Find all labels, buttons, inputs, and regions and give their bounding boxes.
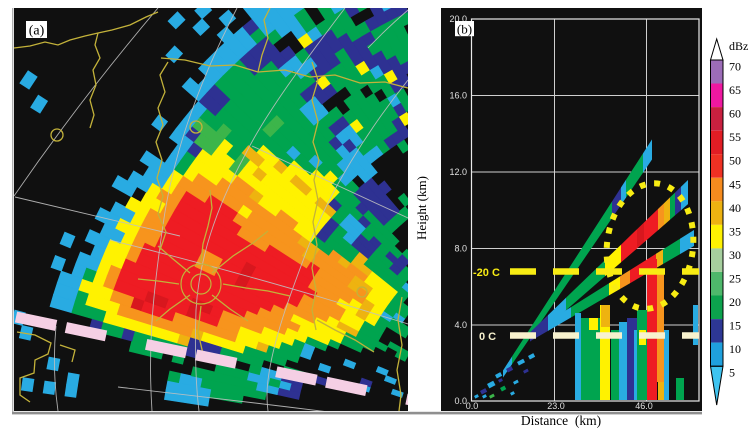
- svg-text:(a): (a): [29, 24, 45, 39]
- svg-text:70: 70: [729, 60, 741, 74]
- svg-text:(b): (b): [457, 22, 472, 37]
- svg-text:8.0: 8.0: [454, 244, 467, 254]
- svg-text:20: 20: [729, 295, 741, 309]
- svg-text:-20 C: -20 C: [473, 267, 500, 279]
- svg-text:10: 10: [729, 342, 741, 356]
- svg-text:5: 5: [729, 366, 735, 380]
- svg-text:46.0: 46.0: [635, 401, 653, 411]
- svg-text:Height (km): Height (km): [414, 176, 429, 240]
- svg-text:65: 65: [729, 83, 741, 97]
- svg-text:12.0: 12.0: [449, 167, 467, 177]
- svg-text:23.0: 23.0: [547, 401, 565, 411]
- svg-text:25: 25: [729, 272, 741, 286]
- svg-text:0.0: 0.0: [454, 396, 467, 406]
- svg-text:dBz: dBz: [729, 39, 748, 53]
- svg-text:4.0: 4.0: [454, 320, 467, 330]
- svg-text:0.0: 0.0: [466, 401, 479, 411]
- svg-text:50: 50: [729, 154, 741, 168]
- svg-text:Distance (km): Distance (km): [521, 413, 601, 428]
- svg-text:35: 35: [729, 224, 741, 238]
- svg-text:55: 55: [729, 130, 741, 144]
- svg-text:40: 40: [729, 201, 741, 215]
- svg-text:16.0: 16.0: [449, 91, 467, 101]
- svg-text:15: 15: [729, 319, 741, 333]
- svg-text:0 C: 0 C: [479, 331, 496, 343]
- svg-text:45: 45: [729, 177, 741, 191]
- svg-text:30: 30: [729, 248, 741, 262]
- svg-text:20.0: 20.0: [449, 14, 467, 24]
- svg-text:60: 60: [729, 107, 741, 121]
